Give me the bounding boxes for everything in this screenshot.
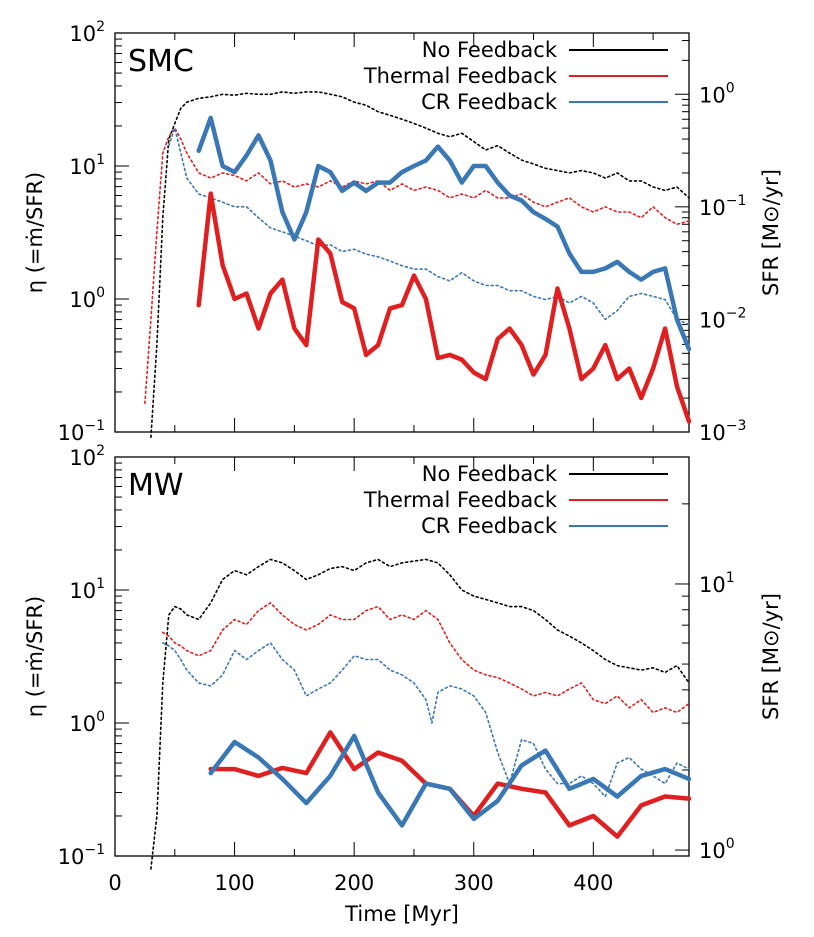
- x-tick-label: 200: [334, 871, 374, 895]
- eta-series-line: [196, 191, 692, 424]
- panel-label: SMC: [128, 44, 194, 79]
- y-left-tick-label: 10−1: [58, 418, 105, 445]
- y-left-tick-label: 10−1: [58, 842, 105, 869]
- y-left-tick-label: 102: [69, 443, 105, 470]
- sfr-series-line: [150, 558, 690, 870]
- x-tick-label: 300: [454, 871, 494, 895]
- legend-label: CR Feedback: [421, 90, 558, 114]
- y-right-tick-label: 10−1: [699, 193, 746, 220]
- y-right-tick-label: 10−2: [699, 305, 746, 332]
- y-left-axis-title: η (=ṁ/SFR): [23, 596, 47, 718]
- eta-series-line: [196, 115, 692, 352]
- panel-mw: 10−1 100 101 102 100 101 0 100 200 300 400 η (=ṁ/SF…: [23, 443, 783, 895]
- eta-series-line: [208, 730, 692, 839]
- sfr-series-line: [162, 642, 690, 798]
- y-left-tick-label: 100: [69, 285, 105, 312]
- y-left-tick-label: 100: [69, 709, 105, 736]
- legend-label: CR Feedback: [421, 514, 558, 538]
- y-right-tick-label: 100: [699, 80, 735, 107]
- sfr-series-line: [144, 127, 690, 405]
- sfr-series-line: [150, 91, 690, 439]
- legend-label: Thermal Feedback: [363, 488, 558, 512]
- y-left-axis-title: η (=ṁ/SFR): [23, 172, 47, 294]
- x-tick-label: 400: [573, 871, 613, 895]
- sfr-series-line: [168, 127, 690, 326]
- y-right-tick-label: 10−3: [699, 418, 746, 445]
- eta-series-line: [208, 733, 692, 828]
- x-axis-title: Time [Myr]: [344, 902, 459, 926]
- y-right-tick-label: 100: [699, 836, 735, 863]
- panel-label: MW: [128, 468, 184, 503]
- x-tick-label: 0: [108, 871, 121, 895]
- y-left-tick-label: 102: [69, 19, 105, 46]
- plot-frame: [114, 32, 690, 433]
- legend-label: Thermal Feedback: [363, 64, 558, 88]
- legend-label: No Feedback: [422, 38, 558, 62]
- y-left-tick-label: 101: [69, 152, 105, 179]
- legend-label: No Feedback: [422, 462, 558, 486]
- panel-smc: 10−1 100 101 102 10−3 10−2 10−1 100 η (=ṁ/SFR) SF…: [23, 19, 783, 445]
- plot-frame: [114, 456, 690, 857]
- y-right-axis-title: SFR [M⊙/yr]: [759, 169, 783, 296]
- sfr-series-line: [162, 602, 690, 714]
- x-tick-label: 100: [215, 871, 255, 895]
- y-right-tick-label: 101: [699, 570, 735, 597]
- y-left-tick-label: 101: [69, 576, 105, 603]
- y-right-axis-title: SFR [M⊙/yr]: [759, 593, 783, 720]
